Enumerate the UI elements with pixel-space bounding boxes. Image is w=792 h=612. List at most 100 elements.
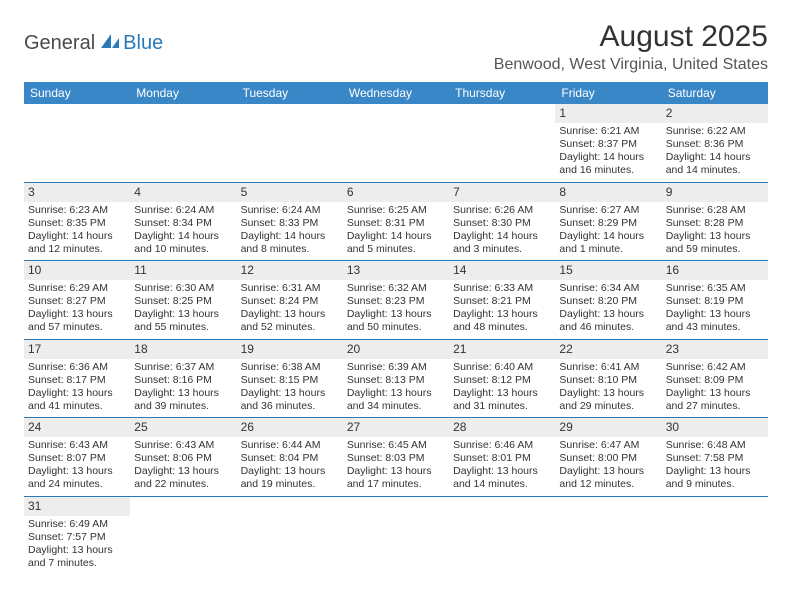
weekday-header: Thursday <box>449 82 555 104</box>
sunset-text: Sunset: 8:36 PM <box>666 138 764 151</box>
sunset-text: Sunset: 8:33 PM <box>241 217 339 230</box>
daylight-text: Daylight: 13 hours and 7 minutes. <box>28 544 126 570</box>
calendar-week-row: 17Sunrise: 6:36 AMSunset: 8:17 PMDayligh… <box>24 339 768 418</box>
daylight-text: Daylight: 14 hours and 8 minutes. <box>241 230 339 256</box>
calendar-day-cell: 9Sunrise: 6:28 AMSunset: 8:28 PMDaylight… <box>662 182 768 261</box>
sunset-text: Sunset: 7:57 PM <box>28 531 126 544</box>
sunrise-text: Sunrise: 6:34 AM <box>559 282 657 295</box>
weekday-header: Monday <box>130 82 236 104</box>
calendar-empty-cell <box>130 496 236 574</box>
calendar-day-cell: 30Sunrise: 6:48 AMSunset: 7:58 PMDayligh… <box>662 418 768 497</box>
sunset-text: Sunset: 8:25 PM <box>134 295 232 308</box>
calendar-day-cell: 17Sunrise: 6:36 AMSunset: 8:17 PMDayligh… <box>24 339 130 418</box>
sunset-text: Sunset: 8:21 PM <box>453 295 551 308</box>
sunset-text: Sunset: 8:06 PM <box>134 452 232 465</box>
daylight-text: Daylight: 14 hours and 3 minutes. <box>453 230 551 256</box>
calendar-day-cell: 29Sunrise: 6:47 AMSunset: 8:00 PMDayligh… <box>555 418 661 497</box>
sunrise-text: Sunrise: 6:46 AM <box>453 439 551 452</box>
sunrise-text: Sunrise: 6:39 AM <box>347 361 445 374</box>
day-number: 13 <box>343 261 449 280</box>
calendar-day-cell: 15Sunrise: 6:34 AMSunset: 8:20 PMDayligh… <box>555 261 661 340</box>
location-text: Benwood, West Virginia, United States <box>494 56 768 74</box>
day-number: 27 <box>343 418 449 437</box>
calendar-day-cell: 5Sunrise: 6:24 AMSunset: 8:33 PMDaylight… <box>237 182 343 261</box>
logo-text-blue: Blue <box>123 32 163 55</box>
calendar-day-cell: 19Sunrise: 6:38 AMSunset: 8:15 PMDayligh… <box>237 339 343 418</box>
weekday-header: Wednesday <box>343 82 449 104</box>
daylight-text: Daylight: 13 hours and 17 minutes. <box>347 465 445 491</box>
calendar-day-cell: 4Sunrise: 6:24 AMSunset: 8:34 PMDaylight… <box>130 182 236 261</box>
sunset-text: Sunset: 8:37 PM <box>559 138 657 151</box>
daylight-text: Daylight: 13 hours and 22 minutes. <box>134 465 232 491</box>
sunrise-text: Sunrise: 6:41 AM <box>559 361 657 374</box>
sunrise-text: Sunrise: 6:37 AM <box>134 361 232 374</box>
daylight-text: Daylight: 13 hours and 41 minutes. <box>28 387 126 413</box>
day-number: 15 <box>555 261 661 280</box>
sunrise-text: Sunrise: 6:47 AM <box>559 439 657 452</box>
day-number: 16 <box>662 261 768 280</box>
daylight-text: Daylight: 13 hours and 48 minutes. <box>453 308 551 334</box>
day-number: 18 <box>130 340 236 359</box>
calendar-week-row: 24Sunrise: 6:43 AMSunset: 8:07 PMDayligh… <box>24 418 768 497</box>
daylight-text: Daylight: 13 hours and 24 minutes. <box>28 465 126 491</box>
day-number: 4 <box>130 183 236 202</box>
sunset-text: Sunset: 8:17 PM <box>28 374 126 387</box>
daylight-text: Daylight: 13 hours and 9 minutes. <box>666 465 764 491</box>
sunrise-text: Sunrise: 6:36 AM <box>28 361 126 374</box>
daylight-text: Daylight: 13 hours and 55 minutes. <box>134 308 232 334</box>
day-number: 8 <box>555 183 661 202</box>
sunset-text: Sunset: 8:27 PM <box>28 295 126 308</box>
daylight-text: Daylight: 13 hours and 46 minutes. <box>559 308 657 334</box>
sunrise-text: Sunrise: 6:30 AM <box>134 282 232 295</box>
calendar-week-row: 3Sunrise: 6:23 AMSunset: 8:35 PMDaylight… <box>24 182 768 261</box>
calendar-day-cell: 7Sunrise: 6:26 AMSunset: 8:30 PMDaylight… <box>449 182 555 261</box>
sunrise-text: Sunrise: 6:31 AM <box>241 282 339 295</box>
sunset-text: Sunset: 8:28 PM <box>666 217 764 230</box>
title-block: August 2025 Benwood, West Virginia, Unit… <box>494 20 768 74</box>
daylight-text: Daylight: 13 hours and 27 minutes. <box>666 387 764 413</box>
sunrise-text: Sunrise: 6:42 AM <box>666 361 764 374</box>
calendar-day-cell: 28Sunrise: 6:46 AMSunset: 8:01 PMDayligh… <box>449 418 555 497</box>
day-number: 20 <box>343 340 449 359</box>
sunrise-text: Sunrise: 6:28 AM <box>666 204 764 217</box>
day-number: 31 <box>24 497 130 516</box>
day-number: 14 <box>449 261 555 280</box>
daylight-text: Daylight: 13 hours and 43 minutes. <box>666 308 764 334</box>
weekday-header: Friday <box>555 82 661 104</box>
calendar-empty-cell <box>555 496 661 574</box>
calendar-empty-cell <box>449 104 555 182</box>
logo-text-general: General <box>24 32 95 55</box>
calendar-week-row: 10Sunrise: 6:29 AMSunset: 8:27 PMDayligh… <box>24 261 768 340</box>
sunrise-text: Sunrise: 6:25 AM <box>347 204 445 217</box>
sunrise-text: Sunrise: 6:43 AM <box>28 439 126 452</box>
calendar-empty-cell <box>130 104 236 182</box>
daylight-text: Daylight: 14 hours and 16 minutes. <box>559 151 657 177</box>
calendar-empty-cell <box>24 104 130 182</box>
sunrise-text: Sunrise: 6:38 AM <box>241 361 339 374</box>
day-number: 3 <box>24 183 130 202</box>
logo: General Blue <box>24 20 163 55</box>
sunset-text: Sunset: 8:34 PM <box>134 217 232 230</box>
calendar-day-cell: 26Sunrise: 6:44 AMSunset: 8:04 PMDayligh… <box>237 418 343 497</box>
daylight-text: Daylight: 13 hours and 12 minutes. <box>559 465 657 491</box>
calendar-empty-cell <box>237 496 343 574</box>
day-number: 11 <box>130 261 236 280</box>
sunset-text: Sunset: 7:58 PM <box>666 452 764 465</box>
calendar-day-cell: 27Sunrise: 6:45 AMSunset: 8:03 PMDayligh… <box>343 418 449 497</box>
calendar-empty-cell <box>343 496 449 574</box>
day-number: 29 <box>555 418 661 437</box>
sunrise-text: Sunrise: 6:44 AM <box>241 439 339 452</box>
calendar-table: SundayMondayTuesdayWednesdayThursdayFrid… <box>24 82 768 574</box>
daylight-text: Daylight: 13 hours and 52 minutes. <box>241 308 339 334</box>
calendar-empty-cell <box>662 496 768 574</box>
sunrise-text: Sunrise: 6:35 AM <box>666 282 764 295</box>
sunrise-text: Sunrise: 6:22 AM <box>666 125 764 138</box>
sunset-text: Sunset: 8:01 PM <box>453 452 551 465</box>
sunrise-text: Sunrise: 6:40 AM <box>453 361 551 374</box>
daylight-text: Daylight: 13 hours and 39 minutes. <box>134 387 232 413</box>
header: General Blue August 2025 Benwood, West V… <box>24 20 768 74</box>
sunset-text: Sunset: 8:23 PM <box>347 295 445 308</box>
day-number: 24 <box>24 418 130 437</box>
calendar-day-cell: 21Sunrise: 6:40 AMSunset: 8:12 PMDayligh… <box>449 339 555 418</box>
calendar-day-cell: 22Sunrise: 6:41 AMSunset: 8:10 PMDayligh… <box>555 339 661 418</box>
